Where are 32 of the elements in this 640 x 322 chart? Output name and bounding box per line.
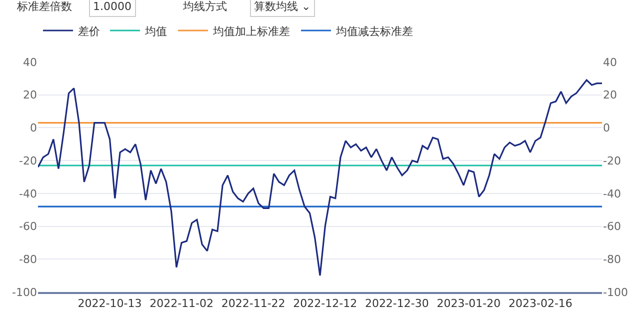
y2-tick-label: -20 [603,154,621,168]
x-tick-label: 2022-11-22 [221,296,286,310]
x-tick-label: 2022-12-30 [364,296,429,310]
y-tick-label: 40 [23,56,37,69]
y-tick-label: -80 [19,252,37,266]
y-tick-label: -100 [12,286,37,299]
y-tick-label: -60 [19,220,37,234]
x-tick-label: 2022-12-12 [293,296,358,310]
legend-label: 均值 [144,24,167,38]
text: 1.0000 [93,0,132,13]
y2-tick-label: -100 [603,286,628,299]
y2-tick-label: 40 [603,56,617,69]
y2-tick-label: 0 [603,122,610,135]
y2-tick-label: -60 [603,220,621,234]
y-tick-label: -20 [19,154,37,168]
y-tick-label: 20 [23,88,37,102]
y2-tick-label: -80 [603,252,621,266]
legend-label: 均值减去标准差 [335,24,413,38]
x-tick-label: 2023-02-16 [508,296,572,310]
x-tick-label: 2022-10-13 [78,296,142,310]
text: 均线方式 [182,0,227,13]
text: 算数均线 ⌄ [254,0,311,13]
line-series [38,79,602,276]
y-tick-label: 0 [30,122,37,135]
y2-tick-label: 20 [603,88,617,102]
y2-tick-label: -40 [603,187,621,200]
text: 标准差倍数 [16,0,72,13]
x-tick-label: 2023-01-20 [436,296,501,310]
x-tick-label: 2022-11-02 [150,296,214,310]
legend-label: 均值加上标准差 [212,24,290,38]
legend-label: 差价 [78,24,100,38]
y-tick-label: -40 [19,187,37,200]
